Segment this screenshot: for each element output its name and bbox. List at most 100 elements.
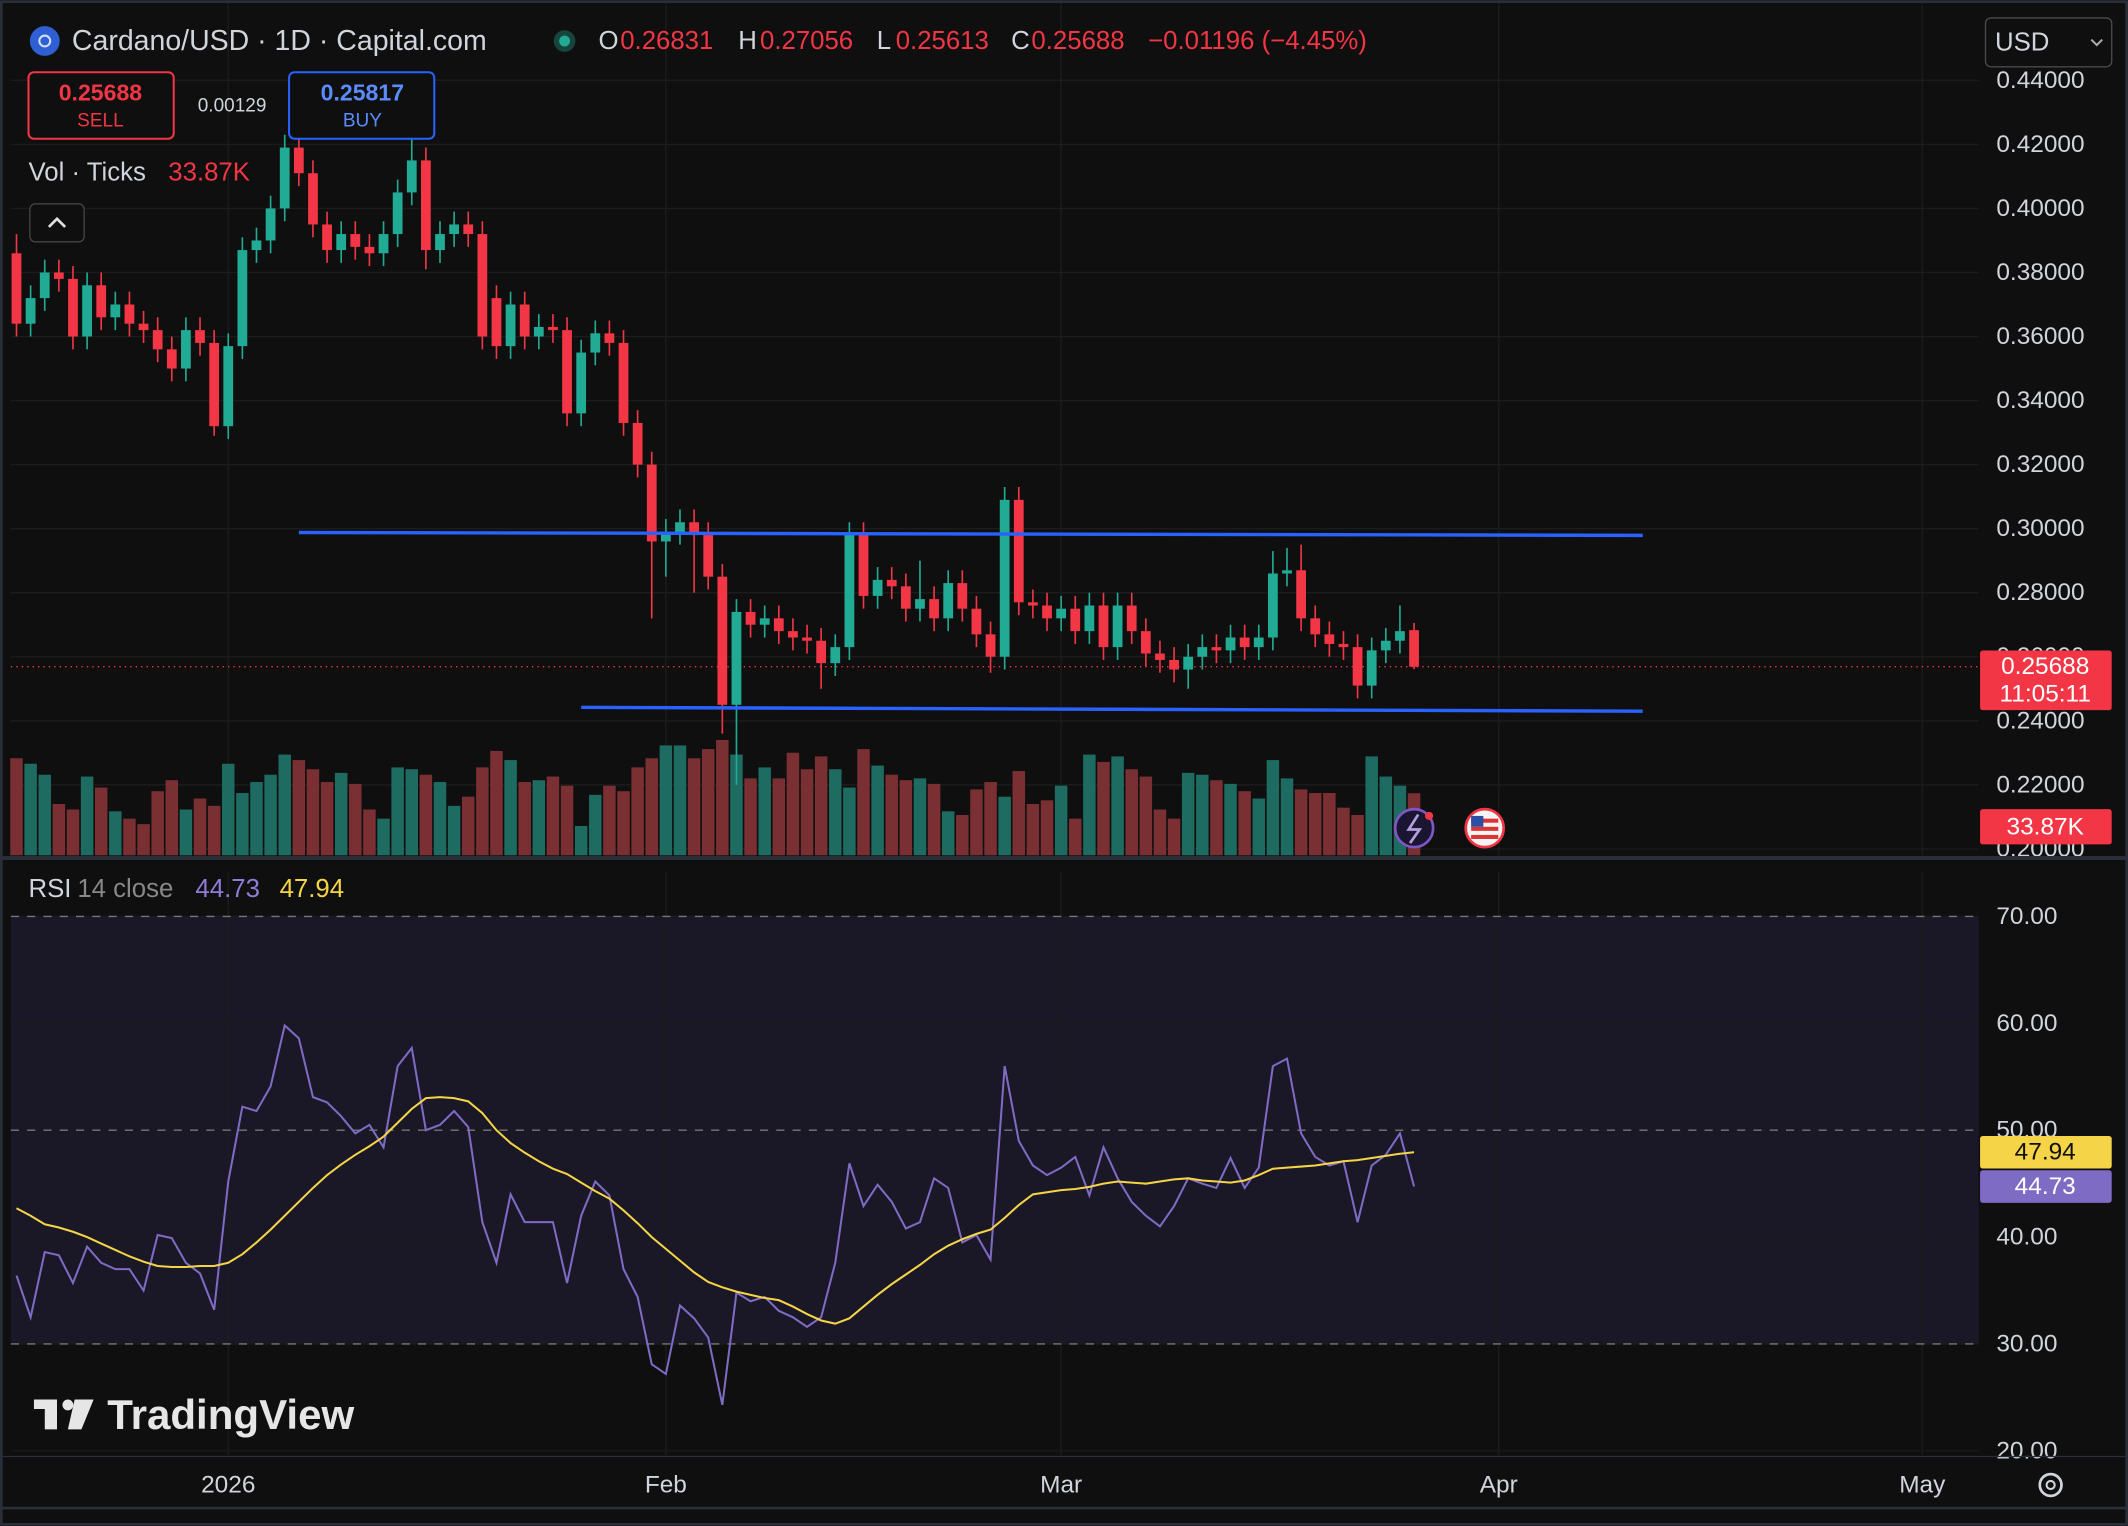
candle-body [1112,605,1123,648]
volume-bar [1069,818,1082,856]
price-badge [1980,650,2112,711]
volume-bar [1379,776,1393,856]
trendline [581,705,1643,713]
candle-body [675,522,685,532]
candle-body [1169,659,1179,670]
candle-body [1310,618,1321,635]
candle-body [1296,570,1307,619]
volume-bar [1210,780,1223,856]
symbol-icon-mark [38,34,52,48]
y-tick-label: 0.36000 [1996,323,2084,350]
flag-stripe [1471,834,1499,839]
rsi-line [15,1023,1416,1406]
buy-box [288,71,436,140]
candle-body [971,608,982,635]
volume-bar [1224,783,1237,856]
candle-body [788,631,798,638]
event-icon[interactable] [1464,807,1506,849]
volume-bar [744,778,757,856]
volume-title: Vol · Ticks [29,159,146,187]
volume-bar [941,811,955,856]
candle-body [1338,643,1349,648]
symbol-title[interactable]: Cardano/USD · 1D · Capital.com [72,25,487,57]
volume-bar [207,805,221,856]
volume-bar [109,811,122,856]
candle-body [11,253,22,324]
rsi-tick-label: 20.00 [1996,1437,2057,1464]
candle-body [731,611,742,705]
volume-bar [927,783,941,856]
x-tick-label: Apr [1480,1472,1518,1499]
volume-bar [631,767,644,856]
candle-body [421,160,431,251]
volume-bar [1040,800,1054,856]
logo-text: TradingView [107,1391,354,1438]
volume-bar [320,782,334,856]
volume-bar [829,769,842,856]
volume-bar [603,785,616,856]
candle-body [181,330,191,369]
volume-bar [843,787,856,856]
candle-body [1282,570,1292,574]
settings-button[interactable] [2038,1472,2063,1498]
y-tick-label: 0.22000 [1996,771,2084,798]
volume-bar [38,774,51,856]
candle-body [237,250,248,347]
candle-body [449,224,460,235]
candle-body [491,298,502,347]
dropdown-box [1984,17,2113,68]
volume-bar [165,780,179,856]
market-status-dot [559,35,570,47]
gear-hub [2045,1479,2056,1491]
candle-body [308,173,318,225]
candle-body [1084,605,1095,632]
y-tick-label: 0.40000 [1996,195,2084,222]
volume-badge-value: 33.87K [2007,813,2084,840]
volume-bar [52,804,66,856]
candle-body [1239,637,1250,648]
currency-dropdown[interactable]: USD [1984,17,2113,68]
candle-body [336,234,347,251]
candle-body [152,330,163,350]
volume-bar [800,769,814,856]
logo-wedge [67,1399,94,1430]
volume-bar [391,767,404,856]
rsi-tick-label: 40.00 [1996,1224,2057,1251]
price-badge-value: 0.25688 [2001,653,2089,680]
currency: USD [1995,28,2049,56]
volume-bar [1365,756,1378,856]
high-value: 0.27056 [760,27,853,55]
candle-body [1366,650,1377,686]
candle-body [223,346,234,427]
candle-body [929,599,939,619]
volume-bar [589,794,602,856]
sell-button[interactable]: 0.25688 SELL [27,71,175,140]
volume-bar [193,798,207,856]
volume-bar [1252,798,1266,856]
candle-body [689,522,699,536]
volume-bar [716,739,729,856]
volume-bar [490,750,503,856]
volume-bar [532,780,546,856]
volume-bar [306,769,320,856]
volume-bar [1139,776,1153,856]
assistant-icon[interactable] [1393,807,1435,849]
rsi-ma-badge [1980,1135,2112,1169]
y-tick-label: 0.28000 [1996,579,2084,606]
candle-body [435,234,445,251]
candle-body [1324,634,1335,644]
buy-button[interactable]: 0.25817 BUY [288,71,436,140]
volume-bar [1111,756,1124,856]
sell-box [27,71,175,140]
y-tick-label: 0.42000 [1996,131,2084,158]
collapse-button[interactable] [29,203,85,243]
volume-bar [1308,793,1322,856]
candle-body [562,330,572,414]
volume-bar [1266,760,1280,856]
candle-body [900,586,911,609]
candle-body [166,349,177,369]
candle-body [576,352,587,414]
candle-body [618,342,629,423]
candle-body [802,637,812,641]
